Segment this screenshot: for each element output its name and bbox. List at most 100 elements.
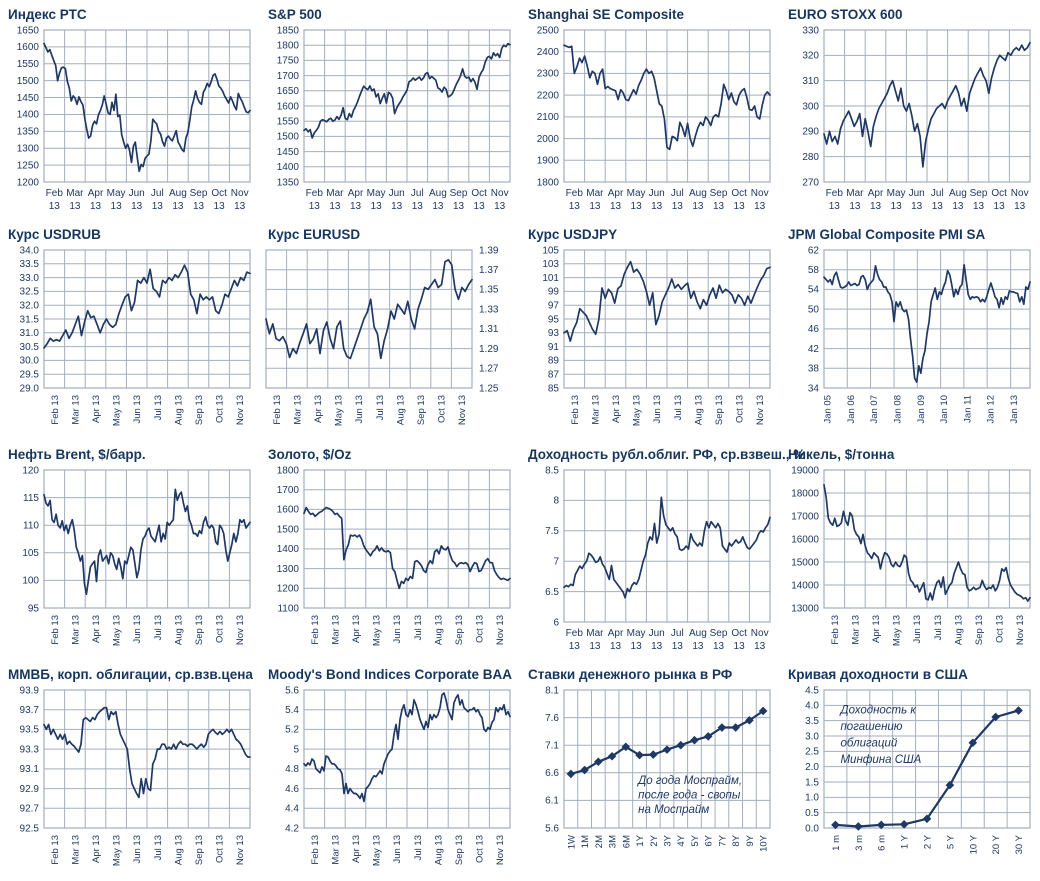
svg-text:погашению: погашению	[840, 721, 902, 733]
svg-text:1800: 1800	[277, 465, 300, 476]
svg-text:Jul: Jul	[151, 188, 164, 199]
svg-text:Jun 13: Jun 13	[392, 835, 403, 864]
svg-text:Mar 13: Mar 13	[590, 395, 601, 425]
svg-text:7: 7	[553, 557, 559, 568]
svg-text:Jul 13: Jul 13	[153, 615, 164, 640]
svg-text:после года - свопы: после года - свопы	[638, 789, 741, 801]
svg-text:Jul: Jul	[671, 188, 684, 199]
svg-text:13: 13	[589, 641, 601, 652]
line-chart: 2500 2400 2300 2200 2100 2000 1900 1800 Feb 13 Mar…	[537, 25, 771, 212]
svg-text:Sep 13: Sep 13	[454, 615, 465, 645]
svg-text:Oct: Oct	[731, 188, 747, 199]
svg-text:Jan 05: Jan 05	[823, 395, 834, 424]
svg-text:Jun 13: Jun 13	[132, 835, 143, 864]
svg-text:101: 101	[542, 273, 559, 284]
svg-text:Sep 13: Sep 13	[194, 835, 205, 865]
svg-text:Aug: Aug	[689, 628, 707, 639]
svg-text:13: 13	[569, 201, 581, 212]
svg-text:Sep 13: Sep 13	[194, 615, 205, 645]
svg-text:May 13: May 13	[112, 615, 123, 646]
chart-rf-money-market-rates: Ставки денежного рынка в РФ 8.1 7.6 7.1 6.6…	[520, 660, 780, 880]
svg-text:2.0: 2.0	[805, 762, 819, 773]
svg-text:1400: 1400	[277, 544, 300, 555]
svg-text:Jul 13: Jul 13	[933, 615, 944, 640]
svg-text:Mar 13: Mar 13	[70, 615, 81, 645]
svg-text:Nov 13: Nov 13	[1015, 615, 1026, 645]
svg-text:Apr 13: Apr 13	[313, 395, 324, 423]
svg-text:13: 13	[829, 201, 841, 212]
svg-text:29.0: 29.0	[20, 383, 40, 394]
svg-text:5.2: 5.2	[285, 725, 299, 736]
svg-text:93.9: 93.9	[20, 685, 40, 696]
svg-text:1550: 1550	[17, 59, 40, 70]
svg-text:33.0: 33.0	[20, 273, 40, 284]
svg-text:1W: 1W	[566, 835, 577, 849]
svg-text:13: 13	[90, 201, 102, 212]
svg-text:89: 89	[548, 356, 560, 367]
chart-usdjpy: Курс USDJPY 105 103 101 99 97 95 93 91 89 87 85 Feb…	[520, 220, 780, 440]
svg-text:Feb 13: Feb 13	[272, 395, 283, 425]
svg-text:1500: 1500	[277, 524, 300, 535]
svg-text:3Y: 3Y	[663, 834, 674, 846]
svg-text:5.6: 5.6	[285, 685, 299, 696]
chart-title: JPM Global Composite PMI SA	[788, 227, 986, 242]
svg-text:6 m: 6 m	[877, 835, 888, 851]
svg-text:Jun 13: Jun 13	[132, 615, 143, 644]
svg-text:Aug 13: Aug 13	[173, 835, 184, 865]
svg-text:13: 13	[911, 201, 923, 212]
svg-text:6: 6	[553, 617, 559, 628]
svg-text:115: 115	[23, 493, 39, 504]
chart-title: Золото, $/Oz	[268, 447, 352, 462]
line-chart: 105 103 101 99 97 95 93 91 89 87 85 Feb 13 Mar 13 Apr…	[542, 245, 771, 426]
svg-text:13: 13	[952, 201, 964, 212]
svg-text:13: 13	[589, 201, 601, 212]
chart-euro-stoxx-600: EURO STOXX 600 330 320 310 300 290 280 270 Feb 1…	[780, 0, 1040, 220]
svg-text:Jan 10: Jan 10	[939, 395, 950, 424]
svg-text:Nov 13: Nov 13	[235, 395, 246, 425]
svg-text:13: 13	[754, 641, 766, 652]
svg-text:34: 34	[808, 383, 820, 394]
svg-text:1450: 1450	[17, 93, 40, 104]
svg-text:Mar 13: Mar 13	[70, 835, 81, 865]
svg-text:Feb: Feb	[826, 188, 844, 199]
svg-text:2.5: 2.5	[805, 747, 819, 758]
svg-text:320: 320	[802, 51, 819, 62]
svg-text:1.31: 1.31	[479, 324, 499, 335]
svg-text:290: 290	[802, 127, 819, 138]
svg-text:Sep: Sep	[710, 628, 728, 639]
svg-text:Jan 12: Jan 12	[986, 395, 997, 424]
svg-text:1850: 1850	[277, 25, 300, 36]
svg-text:1750: 1750	[277, 56, 300, 67]
chart-title: Нефть Brent, $/барр.	[8, 447, 146, 462]
svg-text:7Y: 7Y	[717, 834, 728, 846]
svg-text:2200: 2200	[537, 90, 560, 101]
chart-rts-index: Индекс РТС 1650 1600 1550 1500 1450 1400 1350 1…	[0, 0, 260, 220]
svg-text:1800: 1800	[277, 41, 300, 52]
svg-text:1650: 1650	[277, 86, 300, 97]
svg-text:May: May	[367, 188, 386, 199]
svg-text:Jan 08: Jan 08	[893, 395, 904, 424]
svg-text:Sep: Sep	[710, 188, 728, 199]
svg-text:Sep 13: Sep 13	[194, 395, 205, 425]
chart-usdrub: Курс USDRUB 34.0 33.5 33.0 32.5 32.0 31.5 31.0…	[0, 220, 260, 440]
svg-text:62: 62	[808, 245, 820, 256]
svg-text:Oct 13: Oct 13	[475, 835, 486, 863]
svg-text:Mar 13: Mar 13	[70, 395, 81, 425]
svg-text:13: 13	[193, 201, 205, 212]
svg-text:Nov 13: Nov 13	[755, 395, 766, 425]
chart-brent-oil: Нефть Brent, $/барр. 120 115 110 105 100 95 Fe…	[0, 440, 260, 660]
svg-text:6.6: 6.6	[545, 768, 559, 779]
line-chart: 330 320 310 300 290 280 270 Feb 13 Mar 13 Apr 13 May 1…	[802, 25, 1031, 212]
svg-text:2000: 2000	[537, 134, 560, 145]
svg-text:Jul 13: Jul 13	[153, 835, 164, 860]
svg-text:May 13: May 13	[112, 835, 123, 866]
svg-text:Jan 07: Jan 07	[869, 395, 880, 424]
svg-text:Aug 13: Aug 13	[433, 835, 444, 865]
svg-text:May 13: May 13	[334, 395, 345, 426]
svg-text:46: 46	[808, 324, 820, 335]
svg-text:1.33: 1.33	[479, 304, 499, 315]
svg-text:Jun 13: Jun 13	[652, 395, 663, 424]
svg-text:34.0: 34.0	[20, 245, 40, 256]
svg-text:5.4: 5.4	[285, 705, 299, 716]
svg-text:1700: 1700	[277, 71, 300, 82]
